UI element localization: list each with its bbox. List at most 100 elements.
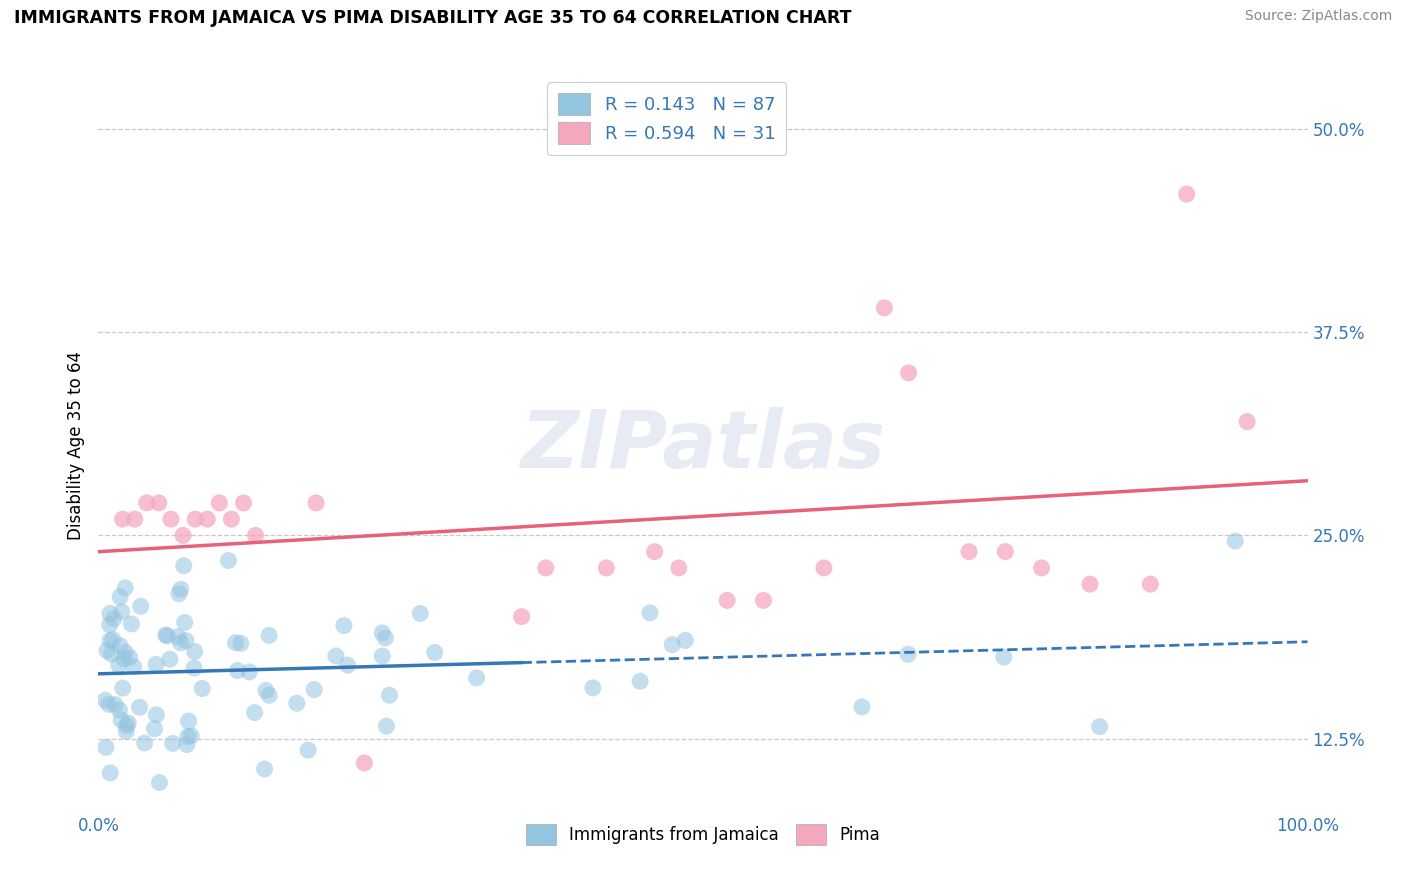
Point <box>183 644 205 658</box>
Point <box>752 593 775 607</box>
Point <box>129 599 152 614</box>
Point <box>111 681 134 695</box>
Point <box>375 719 398 733</box>
Point <box>166 630 188 644</box>
Point <box>145 657 167 672</box>
Point <box>108 639 131 653</box>
Point <box>121 616 143 631</box>
Point <box>232 496 254 510</box>
Point <box>174 633 197 648</box>
Point <box>115 719 138 733</box>
Point <box>217 553 239 567</box>
Point <box>994 544 1017 558</box>
Point <box>285 696 308 710</box>
Point <box>107 658 129 673</box>
Point <box>98 617 121 632</box>
Point <box>226 664 249 678</box>
Point <box>96 643 118 657</box>
Point <box>148 496 170 510</box>
Point <box>957 544 980 558</box>
Point <box>112 651 135 665</box>
Point <box>409 607 432 621</box>
Point <box>229 636 252 650</box>
Point <box>371 649 394 664</box>
Point <box>114 645 136 659</box>
Point <box>297 743 319 757</box>
Point <box>145 707 167 722</box>
Point <box>716 593 738 607</box>
Point <box>243 706 266 720</box>
Point <box>510 609 533 624</box>
Point <box>118 650 141 665</box>
Point <box>661 638 683 652</box>
Point <box>668 561 690 575</box>
Point <box>104 698 127 712</box>
Point <box>94 740 117 755</box>
Point <box>673 633 696 648</box>
Point <box>159 652 181 666</box>
Point <box>897 648 920 662</box>
Point <box>98 607 121 621</box>
Point <box>98 633 121 648</box>
Point <box>173 558 195 573</box>
Point <box>1031 561 1053 575</box>
Point <box>191 681 214 696</box>
Point <box>253 762 276 776</box>
Point <box>122 659 145 673</box>
Legend: Immigrants from Jamaica, Pima: Immigrants from Jamaica, Pima <box>516 814 890 855</box>
Point <box>173 615 195 630</box>
Point <box>254 683 277 698</box>
Point <box>195 512 218 526</box>
Point <box>378 688 401 702</box>
Point <box>333 618 356 632</box>
Point <box>135 496 157 510</box>
Point <box>110 713 132 727</box>
Point <box>353 756 375 770</box>
Point <box>851 699 873 714</box>
Point <box>1236 415 1258 429</box>
Point <box>582 681 605 695</box>
Point <box>176 738 198 752</box>
Point <box>124 512 146 526</box>
Point <box>225 635 247 649</box>
Point <box>245 528 267 542</box>
Point <box>148 775 170 789</box>
Point <box>103 612 125 626</box>
Point <box>100 647 122 661</box>
Point <box>325 648 347 663</box>
Point <box>628 674 651 689</box>
Y-axis label: Disability Age 35 to 64: Disability Age 35 to 64 <box>66 351 84 541</box>
Point <box>873 301 896 315</box>
Point <box>169 636 191 650</box>
Point <box>208 496 231 510</box>
Point <box>98 765 121 780</box>
Point <box>111 605 134 619</box>
Point <box>115 724 138 739</box>
Text: ZIPatlas: ZIPatlas <box>520 407 886 485</box>
Point <box>423 645 446 659</box>
Point <box>595 561 617 575</box>
Point <box>993 650 1015 665</box>
Point <box>97 698 120 712</box>
Point <box>134 736 156 750</box>
Point <box>162 736 184 750</box>
Point <box>465 671 488 685</box>
Point <box>644 544 666 558</box>
Point <box>534 561 557 575</box>
Point <box>167 587 190 601</box>
Point <box>128 700 150 714</box>
Point <box>155 628 177 642</box>
Point <box>1225 534 1247 549</box>
Point <box>257 688 280 702</box>
Point <box>160 512 183 526</box>
Point <box>101 632 124 647</box>
Point <box>184 512 207 526</box>
Point <box>257 628 280 642</box>
Point <box>156 629 179 643</box>
Point <box>897 366 920 380</box>
Point <box>180 729 202 743</box>
Point <box>371 626 394 640</box>
Point <box>108 703 131 717</box>
Point <box>172 528 194 542</box>
Point <box>1175 187 1198 202</box>
